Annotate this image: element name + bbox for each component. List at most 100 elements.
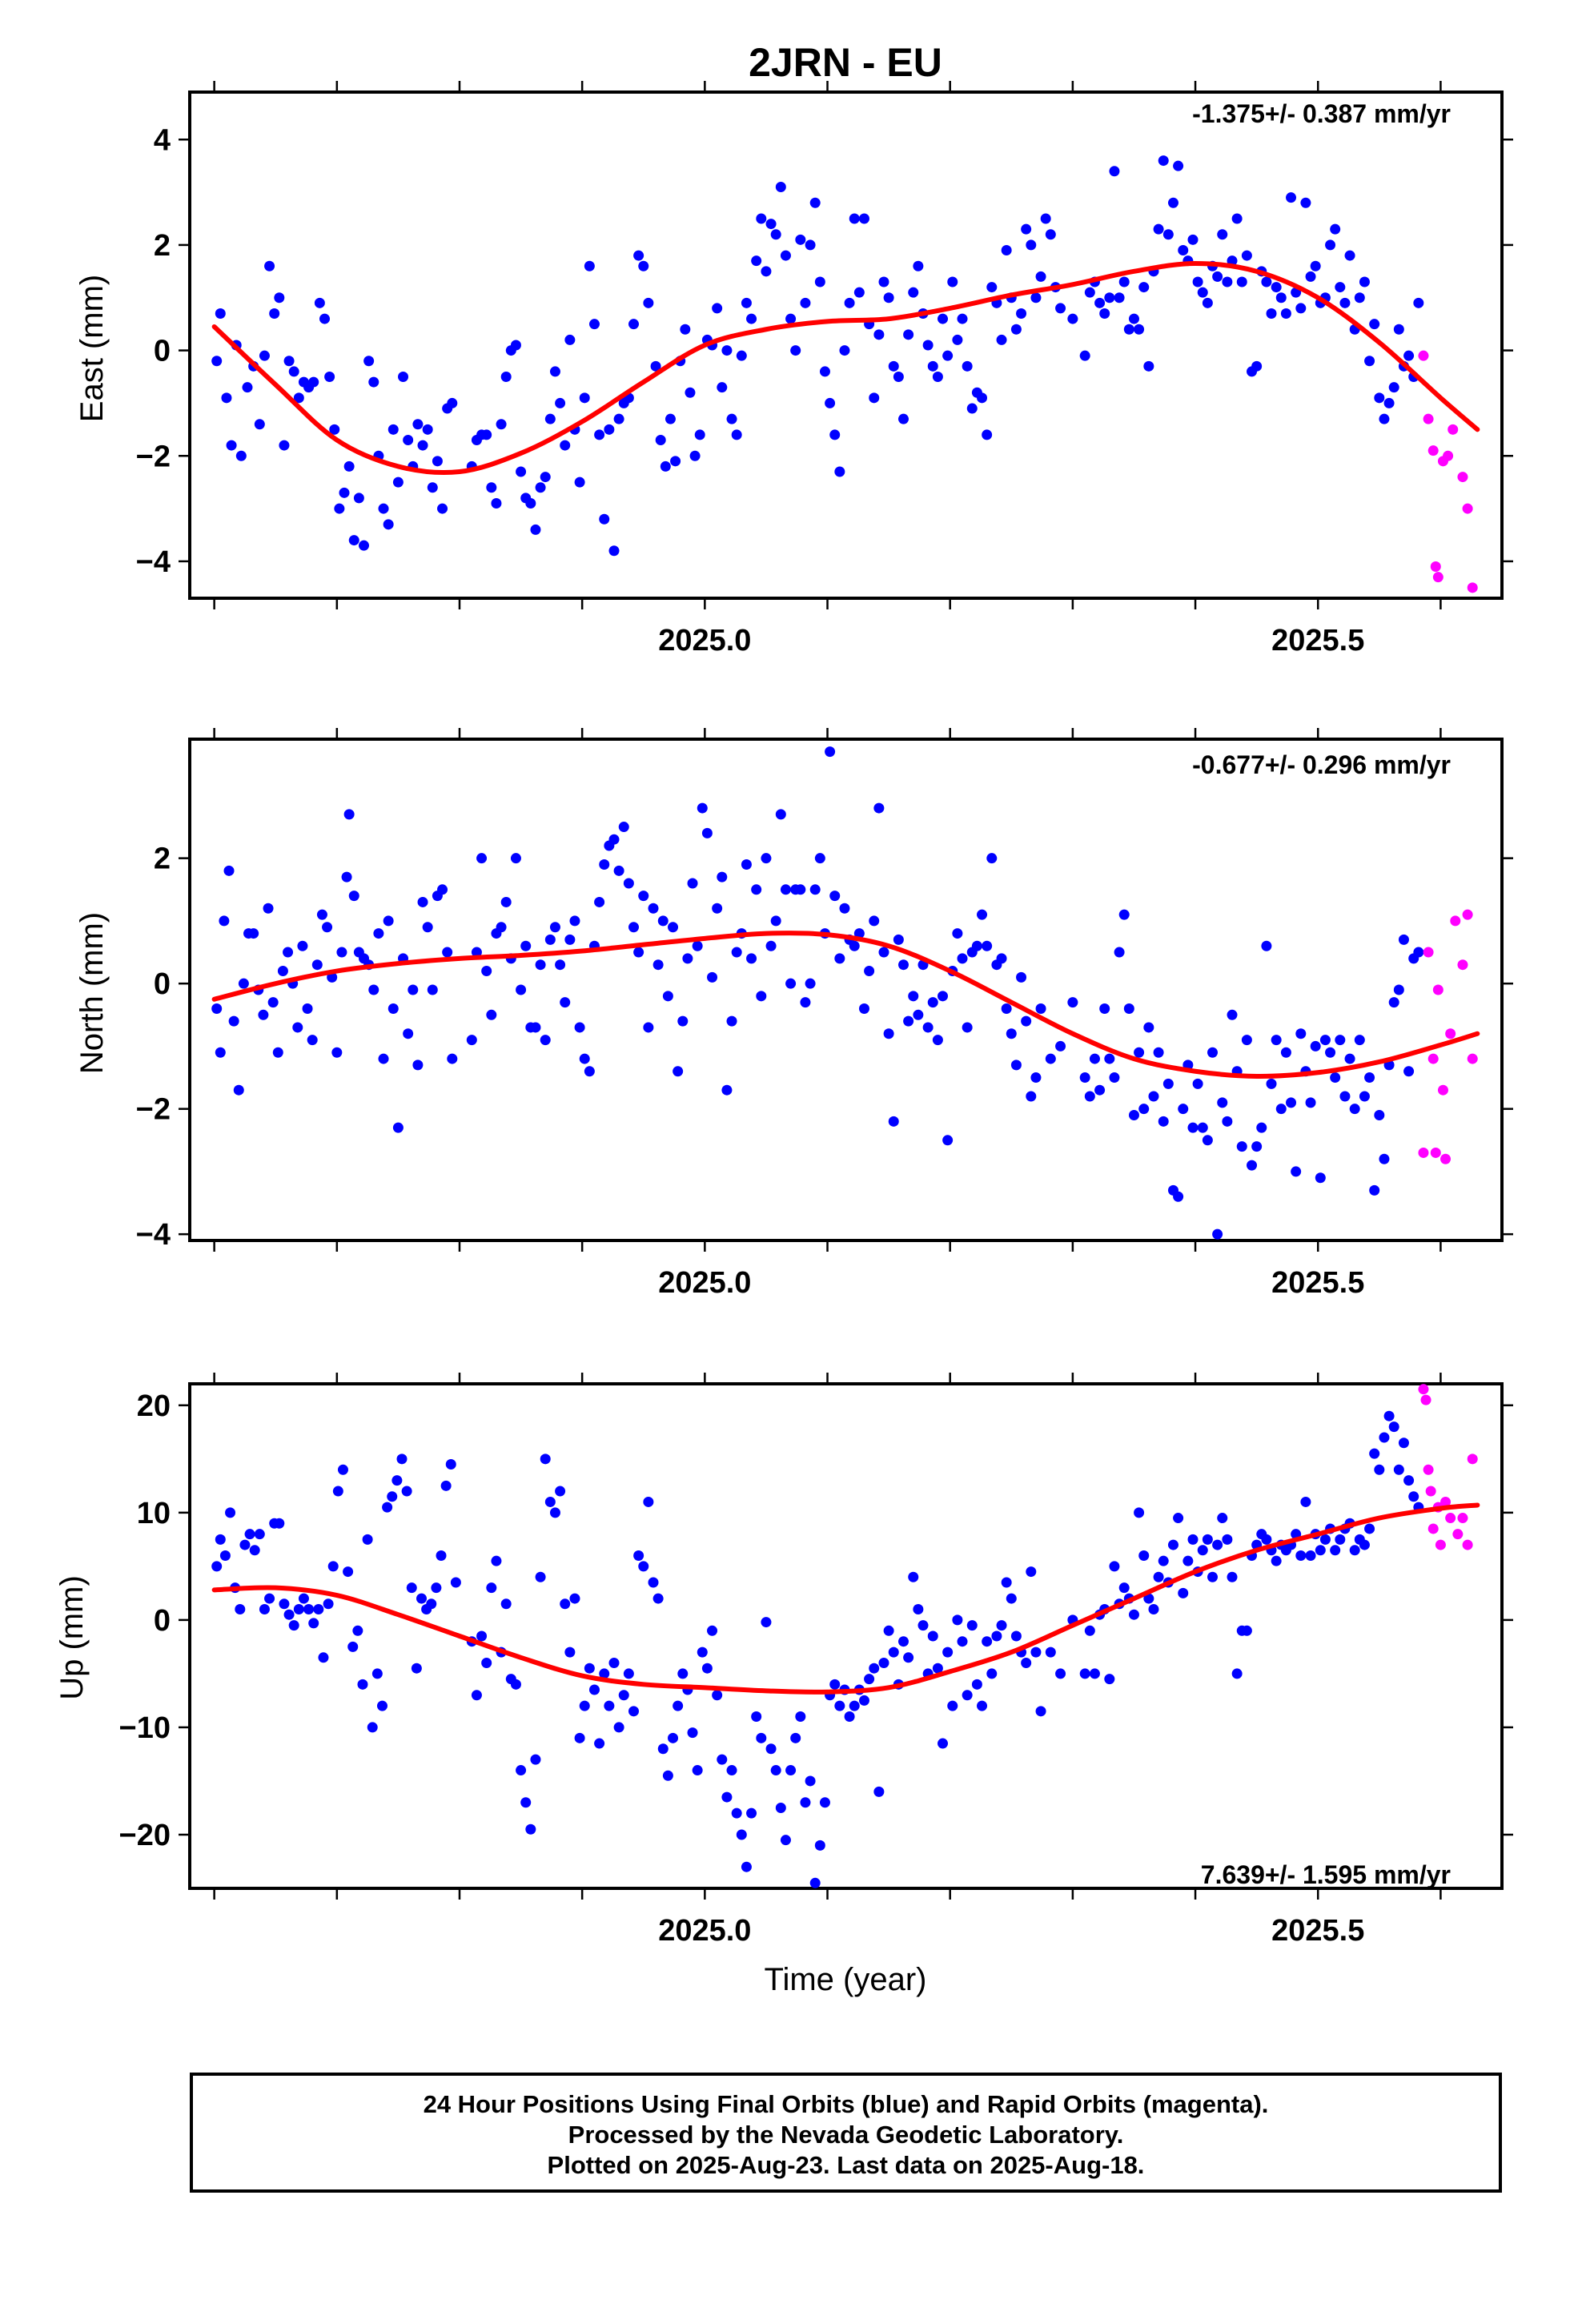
north-final-orbit-point [228,1015,239,1027]
north-final-orbit-point [1305,1097,1316,1108]
east-final-orbit-point [746,313,757,324]
north-final-orbit-point [673,1066,684,1077]
north-final-orbit-point [638,891,649,902]
east-final-orbit-point [1251,360,1263,372]
north-final-orbit-point [1079,1072,1090,1084]
north-final-orbit-point [1099,1003,1110,1014]
footer-line-orbits: 24 Hour Positions Using Final Orbits (bl… [423,2090,1269,2118]
north-y-tick-label: 0 [154,967,171,1001]
north-rapid-orbit-point [1457,959,1468,971]
north-final-orbit-point [1134,1047,1145,1058]
up-final-orbit-point [761,1617,772,1628]
east-rapid-orbit-point [1467,582,1478,593]
north-final-orbit-point [1016,971,1027,983]
east-final-orbit-point [689,450,701,461]
north-final-orbit-point [1319,1035,1331,1046]
east-final-orbit-point [633,250,644,261]
east-final-orbit-point [564,334,576,345]
east-final-orbit-point [599,513,610,525]
east-final-orbit-point [741,297,752,308]
east-final-orbit-point [544,413,556,424]
east-final-orbit-point [500,372,512,382]
east-final-orbit-point [1330,223,1341,235]
east-final-orbit-point [1222,276,1233,287]
north-final-orbit-point [574,1022,585,1033]
up-final-orbit-point [1379,1432,1390,1443]
east-final-orbit-point [922,340,934,351]
up-final-orbit-point [471,1690,482,1701]
east-final-orbit-point [712,303,723,314]
north-final-orbit-point [1207,1047,1219,1058]
north-final-orbit-point [1330,1072,1341,1084]
north-final-orbit-point [1217,1097,1228,1108]
east-final-orbit-point [844,297,855,308]
north-final-orbit-point [1374,1110,1385,1120]
up-final-orbit-point [618,1690,629,1701]
up-final-orbit-point [1319,1534,1331,1545]
east-y-axis-label: East (mm) [74,275,110,422]
north-fit-curve [211,931,1480,1079]
up-final-orbit-point [849,1700,860,1711]
up-final-orbit-point [1305,1550,1316,1561]
east-final-orbit-point [432,456,443,467]
up-final-orbit-point [878,1658,889,1669]
up-final-orbit-point [903,1652,914,1663]
north-final-orbit-point [795,884,806,895]
north-final-orbit-point [584,1066,595,1077]
east-final-orbit-point [486,482,497,493]
east-final-orbit-point [1118,276,1130,287]
north-final-orbit-point [263,903,274,914]
up-final-orbit-point [1202,1534,1213,1545]
north-final-orbit-point [599,859,610,870]
east-final-orbit-point [780,250,791,261]
north-final-orbit-point [613,865,624,876]
north-final-orbit-point [962,1022,973,1033]
up-final-orbit-point [279,1598,290,1610]
east-final-orbit-point [1134,324,1145,335]
east-final-orbit-point [427,482,438,493]
up-final-orbit-point [215,1534,226,1545]
north-final-orbit-point [996,953,1007,964]
north-final-orbit-point [765,940,777,951]
up-final-orbit-point [1374,1464,1385,1475]
east-final-orbit-point [957,313,968,324]
up-final-orbit-point [1197,1545,1208,1556]
up-final-orbit-point [579,1700,590,1711]
up-final-orbit-point [549,1507,560,1518]
up-final-orbit-point [1295,1550,1307,1561]
east-final-orbit-point [353,493,364,504]
north-final-orbit-point [1295,1028,1307,1039]
north-final-orbit-point [1001,1003,1012,1014]
north-final-orbit-point [1202,1135,1213,1146]
up-final-orbit-point [416,1593,428,1604]
north-final-orbit-point [977,909,988,920]
east-final-orbit-point [1275,292,1287,304]
east-final-orbit-point [530,524,541,535]
up-final-orbit-point [264,1593,275,1604]
up-final-orbit-point [908,1571,919,1582]
north-final-orbit-point [258,1009,269,1020]
north-final-orbit-point [1261,940,1272,951]
east-final-orbit-point [853,287,865,298]
north-final-orbit-point [302,1003,313,1014]
up-final-orbit-point [1217,1513,1228,1524]
east-final-orbit-point [510,340,521,351]
east-rate-label: -1.375+/- 0.387 mm/yr [1192,99,1451,128]
east-final-orbit-point [1217,229,1228,240]
north-final-orbit-point [1197,1122,1208,1133]
north-final-orbit-point [1398,934,1409,945]
east-final-orbit-point [259,350,270,361]
up-x-tick-label: 2025.0 [658,1914,751,1948]
up-final-orbit-point [888,1647,899,1658]
east-final-orbit-point [761,266,772,277]
up-final-orbit-point [584,1663,595,1674]
up-final-orbit-point [500,1598,512,1610]
up-final-orbit-point [1021,1658,1032,1669]
east-final-orbit-point [412,419,424,430]
north-final-orbit-point [883,1028,894,1039]
north-final-orbit-point [741,859,752,870]
north-final-orbit-point [1349,1104,1360,1115]
up-final-orbit-point [775,1802,786,1813]
north-final-orbit-point [1010,1059,1022,1071]
east-final-orbit-point [608,545,620,557]
